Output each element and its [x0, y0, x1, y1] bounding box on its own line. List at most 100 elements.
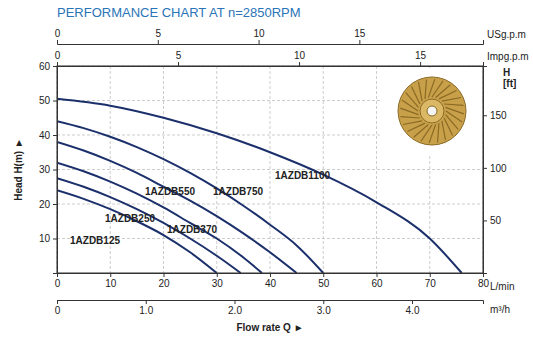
impeller-vane: [421, 125, 432, 141]
curve-label: 1AZDB1100: [275, 170, 330, 181]
tick-label: 2.0: [228, 305, 242, 316]
tick-label: 80: [478, 278, 490, 289]
axis-unit: L/min: [490, 281, 514, 292]
impeller-vane: [444, 104, 463, 105]
tick: 10: [254, 28, 266, 44]
grid-line: [57, 204, 483, 205]
tick-mark: [270, 273, 271, 277]
y-axis: 102030405060: [39, 61, 58, 274]
tick-mark: [146, 300, 147, 304]
tick: 10: [105, 273, 117, 289]
tick-label: 70: [425, 278, 437, 289]
impeller-vane: [414, 125, 429, 138]
tick-mark: [323, 273, 324, 277]
tick-label: 10: [294, 50, 306, 61]
tick-label: 10: [39, 233, 51, 244]
tick: 100: [483, 163, 507, 174]
tick-mark: [483, 115, 487, 116]
tick: 0: [55, 273, 61, 289]
curve-label: 1AZDB250: [105, 213, 155, 224]
impeller-vane: [407, 123, 425, 131]
tick: 50: [318, 273, 330, 289]
tick-mark: [53, 135, 57, 136]
impeller-vane: [439, 90, 457, 98]
tick-mark: [420, 62, 421, 66]
tick-mark: [259, 40, 260, 44]
curve-label: 1AZDB550: [145, 186, 195, 197]
tick-label: 10: [105, 278, 117, 289]
pump-curve: [57, 99, 462, 273]
impeller-vane: [419, 82, 423, 101]
tick-mark: [164, 273, 165, 277]
tick-label: 40: [265, 278, 277, 289]
tick: 0: [55, 50, 61, 66]
tick: 0: [55, 28, 61, 44]
top-axis: 051015: [55, 50, 484, 67]
impeller-hub: [420, 99, 444, 123]
tick-label: 30: [212, 278, 224, 289]
tick-mark: [57, 300, 58, 304]
tick-label: 50: [490, 215, 502, 226]
tick-label: 4.0: [406, 305, 420, 316]
axis-line: [53, 67, 58, 274]
tick-label: 5: [176, 50, 182, 61]
tick-mark: [235, 300, 236, 304]
tick-label: 0: [55, 278, 61, 289]
grid-line: [57, 238, 483, 239]
impeller-vane: [425, 79, 426, 98]
tick: 30: [212, 273, 224, 289]
tick: 1.0: [139, 300, 153, 316]
tick-mark: [178, 62, 179, 66]
tick: 5: [156, 28, 162, 44]
curve-label: 1AZDB370: [167, 224, 217, 235]
impeller-vane: [442, 98, 461, 102]
tick: 5: [176, 50, 182, 66]
impeller-hole: [427, 106, 437, 116]
tick: 3.0: [317, 300, 331, 316]
impeller-vane: [402, 100, 418, 111]
tick-mark: [412, 300, 413, 304]
tick-mark: [217, 273, 218, 277]
y-axis-title: Head H(m) ►: [13, 138, 24, 201]
impeller-vane: [446, 107, 464, 113]
tick: 40: [265, 273, 277, 289]
tick: 70: [425, 273, 437, 289]
tick: 30: [39, 164, 57, 175]
impeller-vane: [406, 93, 419, 108]
pump-curve: [57, 121, 323, 273]
grid-line: [57, 169, 483, 170]
impeller-vane: [442, 121, 446, 140]
tick-mark: [299, 62, 300, 66]
curve-label: 1AZDB750: [213, 186, 263, 197]
tick: 2.0: [228, 300, 242, 316]
tick: 20: [158, 273, 170, 289]
tick-label: 20: [39, 199, 51, 210]
tick-label: 3.0: [317, 305, 331, 316]
picture-background: [381, 68, 481, 156]
tick: 40: [39, 130, 57, 141]
tick-label: 60: [39, 61, 51, 72]
tick: 60: [39, 61, 57, 72]
grid: [57, 66, 483, 273]
grid-line: [376, 66, 377, 273]
tick-label: 20: [158, 278, 170, 289]
chart: PERFORMANCE CHART AT n=2850RPM1AZDB1251A…: [0, 0, 533, 339]
tick: 60: [371, 273, 383, 289]
impeller-picture: [381, 68, 481, 156]
pump-curve: [57, 142, 297, 273]
impeller-vane: [436, 85, 451, 98]
tick-label: 0: [55, 28, 61, 39]
tick: 10: [294, 50, 306, 66]
pump-curve: [57, 163, 262, 273]
tick-label: 1.0: [139, 305, 153, 316]
tick-label: 0: [55, 305, 61, 316]
tick-label: 5: [156, 28, 162, 39]
tick-mark: [53, 239, 57, 240]
axis-unit: m³/h: [490, 304, 510, 315]
axis-line: [58, 301, 484, 305]
tick-label: 60: [371, 278, 383, 289]
tick-mark: [53, 170, 57, 171]
tick: 4.0: [406, 300, 420, 316]
tick: 0: [55, 300, 61, 316]
tick-label: 50: [318, 278, 330, 289]
